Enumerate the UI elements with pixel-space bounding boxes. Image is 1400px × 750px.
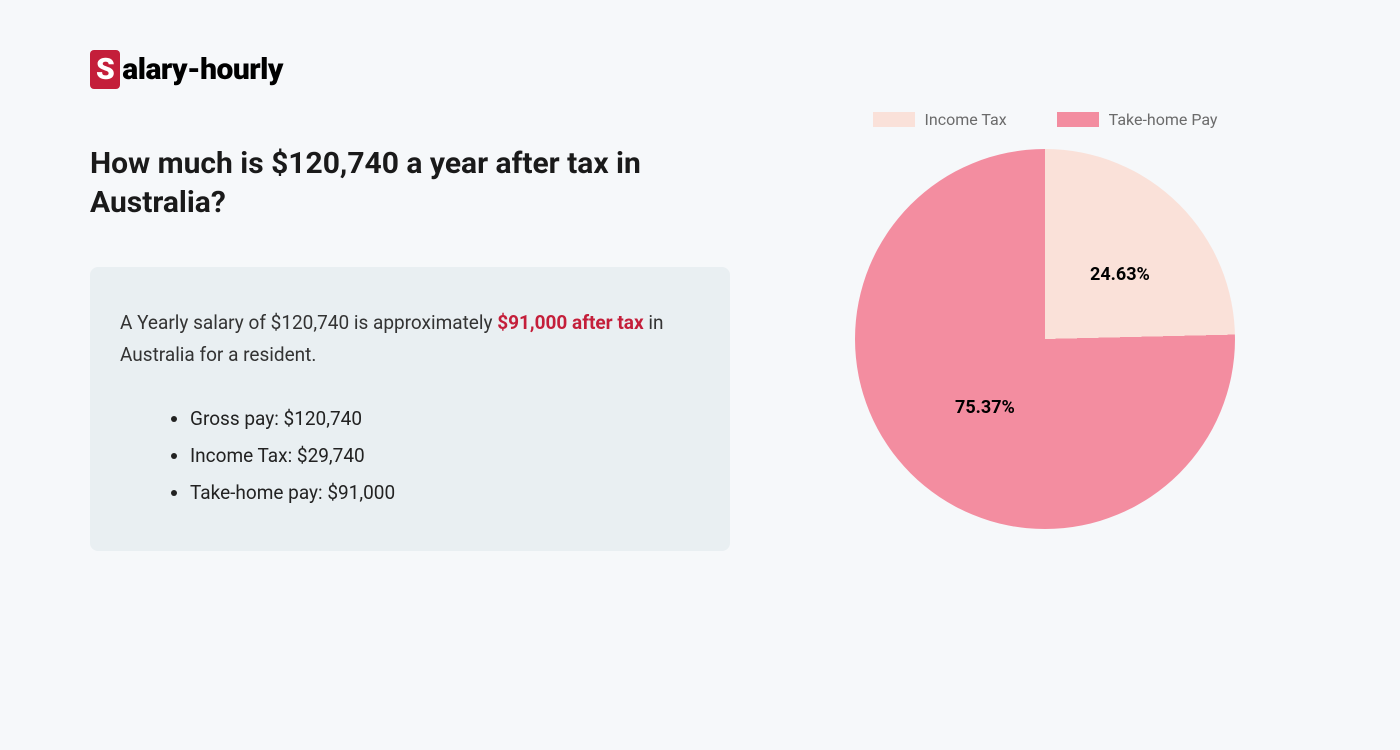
legend-swatch-icon	[1057, 112, 1099, 127]
list-item: Gross pay: $120,740	[190, 400, 700, 437]
page-title: How much is $120,740 a year after tax in…	[90, 144, 650, 222]
legend-label: Take-home Pay	[1109, 110, 1218, 129]
legend-label: Income Tax	[925, 110, 1007, 129]
list-item: Income Tax: $29,740	[190, 437, 700, 474]
summary-highlight: $91,000 after tax	[497, 311, 643, 334]
legend-item-income-tax: Income Tax	[873, 110, 1007, 129]
summary-box: A Yearly salary of $120,740 is approxima…	[90, 267, 730, 551]
page-container: Salary-hourly How much is $120,740 a yea…	[0, 0, 1400, 750]
right-column: Income Tax Take-home Pay 24.63% 75.37%	[770, 50, 1320, 710]
pie-graphic	[855, 149, 1235, 529]
pie-slice-label: 75.37%	[955, 397, 1015, 418]
left-column: Salary-hourly How much is $120,740 a yea…	[90, 50, 770, 710]
logo-text: alary-hourly	[122, 52, 283, 87]
summary-prefix: A Yearly salary of $120,740 is approxima…	[120, 311, 497, 334]
chart-legend: Income Tax Take-home Pay	[873, 110, 1218, 129]
pie-chart: 24.63% 75.37%	[855, 149, 1235, 529]
pie-slice-label: 24.63%	[1090, 264, 1150, 285]
breakdown-list: Gross pay: $120,740 Income Tax: $29,740 …	[120, 400, 700, 511]
summary-text: A Yearly salary of $120,740 is approxima…	[120, 307, 700, 372]
legend-item-take-home: Take-home Pay	[1057, 110, 1218, 129]
legend-swatch-icon	[873, 112, 915, 127]
site-logo: Salary-hourly	[90, 50, 730, 89]
list-item: Take-home pay: $91,000	[190, 474, 700, 511]
logo-badge: S	[90, 50, 120, 89]
